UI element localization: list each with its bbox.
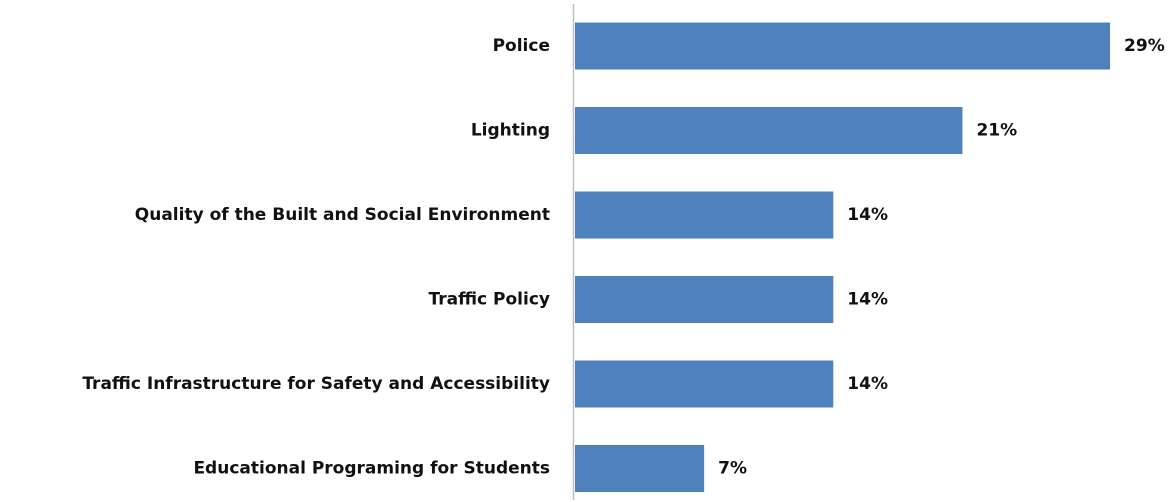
bar <box>575 22 1111 70</box>
value-labels-group: 29% 21% 14% 14% 14% 7% <box>718 36 1165 479</box>
value-label: 14% <box>847 205 888 225</box>
value-label: 29% <box>1124 36 1165 56</box>
value-label: 14% <box>847 374 888 394</box>
category-label: Traffic Policy <box>429 290 551 310</box>
value-label: 7% <box>718 459 747 479</box>
bar <box>575 360 834 408</box>
value-label: 14% <box>847 290 888 310</box>
bar <box>575 107 963 154</box>
category-label: Educational Programing for Students <box>193 459 550 479</box>
bar <box>575 445 705 492</box>
value-label: 21% <box>976 121 1017 141</box>
bar <box>575 276 834 323</box>
category-label: Traffic Infrastructure for Safety and Ac… <box>82 374 550 394</box>
category-label: Police <box>493 36 550 56</box>
category-labels-group: Police Lighting Quality of the Built and S… <box>82 36 550 479</box>
category-label: Quality of the Built and Social Environm… <box>135 205 550 225</box>
bars-group <box>575 22 1111 492</box>
category-label: Lighting <box>471 121 550 141</box>
bar <box>575 191 834 239</box>
